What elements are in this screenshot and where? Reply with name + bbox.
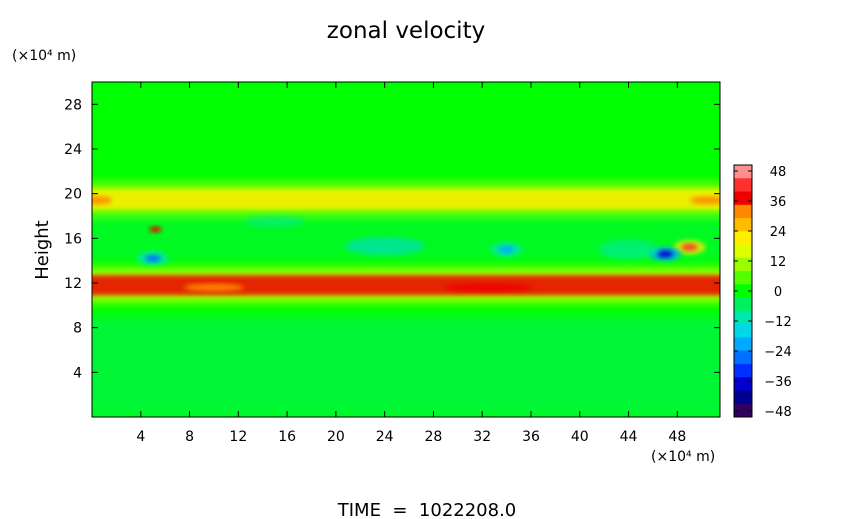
x-unit-label: (×10⁴ m)	[651, 449, 715, 465]
jet-band-core	[92, 189, 720, 210]
colorbar-segment	[734, 324, 752, 338]
colorbar-segment	[734, 297, 752, 312]
anomaly-core	[657, 250, 674, 258]
east-negative-streak	[598, 239, 659, 260]
west-negative-streak	[244, 215, 305, 228]
colorbar-segment	[734, 271, 752, 285]
x-tick-label: 44	[620, 429, 638, 445]
x-tick-label: 16	[278, 429, 296, 445]
colorbar-segment	[734, 178, 752, 193]
y-tick-label: 8	[73, 321, 82, 337]
colorbar-tick-label: 12	[770, 255, 787, 270]
colorbar-segment	[734, 165, 752, 179]
y-tick-label: 12	[64, 276, 82, 292]
y-tick-label: 16	[64, 231, 82, 247]
y-axis-label: Height	[32, 220, 53, 280]
colorbar-segment	[734, 204, 752, 219]
velocity-field	[92, 182, 720, 417]
jet-core-west	[183, 283, 244, 292]
colorbar-segment	[734, 191, 752, 206]
colorbar-tick-label: 24	[770, 225, 787, 240]
colorbar-tick-label: −12	[764, 315, 791, 330]
y-unit-label: (×10⁴ m)	[12, 48, 76, 64]
anomaly-core	[498, 246, 515, 253]
x-axis: 4 8 12 16 20 24 28 32 36 40 44 48	[136, 82, 686, 445]
colorbar-segment	[734, 363, 752, 378]
x-tick-label: 12	[229, 429, 247, 445]
plot-frame	[91, 81, 721, 418]
y-tick-label: 20	[64, 187, 82, 203]
x-tick-label: 4	[136, 429, 145, 445]
colorbar-segment	[734, 377, 752, 391]
colorbar-segment	[734, 350, 752, 365]
colorbar-tick-label: −24	[764, 345, 791, 360]
chart-title: zonal velocity	[327, 18, 485, 44]
x-tick-label: 20	[327, 429, 345, 445]
x-tick-label: 48	[668, 429, 686, 445]
anomaly-core	[681, 243, 698, 251]
colorbar-segment	[734, 218, 752, 232]
upper-jet-east	[689, 196, 720, 205]
x-tick-label: 28	[425, 429, 443, 445]
colorbar-tick-label: 0	[774, 285, 782, 300]
y-axis: 4 8 12 16 20 24 28	[64, 97, 720, 381]
colorbar: 48 36 24 12 0 −12 −24 −36 −48	[733, 164, 792, 420]
y-tick-label: 28	[64, 97, 82, 113]
y-tick-label: 24	[64, 142, 82, 158]
colorbar-segment	[734, 231, 752, 246]
colorbar-segment	[734, 257, 752, 272]
x-tick-label: 8	[185, 429, 194, 445]
west-positive-core	[149, 226, 162, 233]
jet-core-center	[443, 283, 534, 292]
colorbar-segment	[734, 310, 752, 325]
x-tick-label: 40	[571, 429, 589, 445]
x-tick-label: 32	[473, 429, 491, 445]
colorbar-segment	[734, 403, 752, 418]
mid-negative-streak	[344, 237, 425, 256]
lower-field	[92, 316, 720, 417]
colorbar-segment	[734, 390, 752, 405]
time-footer: TIME = 1022208.0	[337, 500, 517, 519]
colorbar-tick-label: 48	[770, 165, 787, 180]
colorbar-segment	[734, 284, 752, 299]
x-tick-label: 36	[522, 429, 540, 445]
plot-area	[92, 82, 720, 417]
upper-jet-west	[92, 196, 113, 205]
x-tick-label: 24	[376, 429, 394, 445]
jet-band-core	[92, 275, 720, 296]
colorbar-segment	[734, 244, 752, 259]
colorbar-tick-label: −48	[764, 405, 791, 420]
anomaly-core	[144, 254, 161, 262]
colorbar-segment	[734, 337, 752, 352]
colorbar-tick-label: 36	[770, 195, 787, 210]
colorbar-tick-label: −36	[764, 375, 791, 390]
y-tick-label: 4	[73, 365, 82, 381]
